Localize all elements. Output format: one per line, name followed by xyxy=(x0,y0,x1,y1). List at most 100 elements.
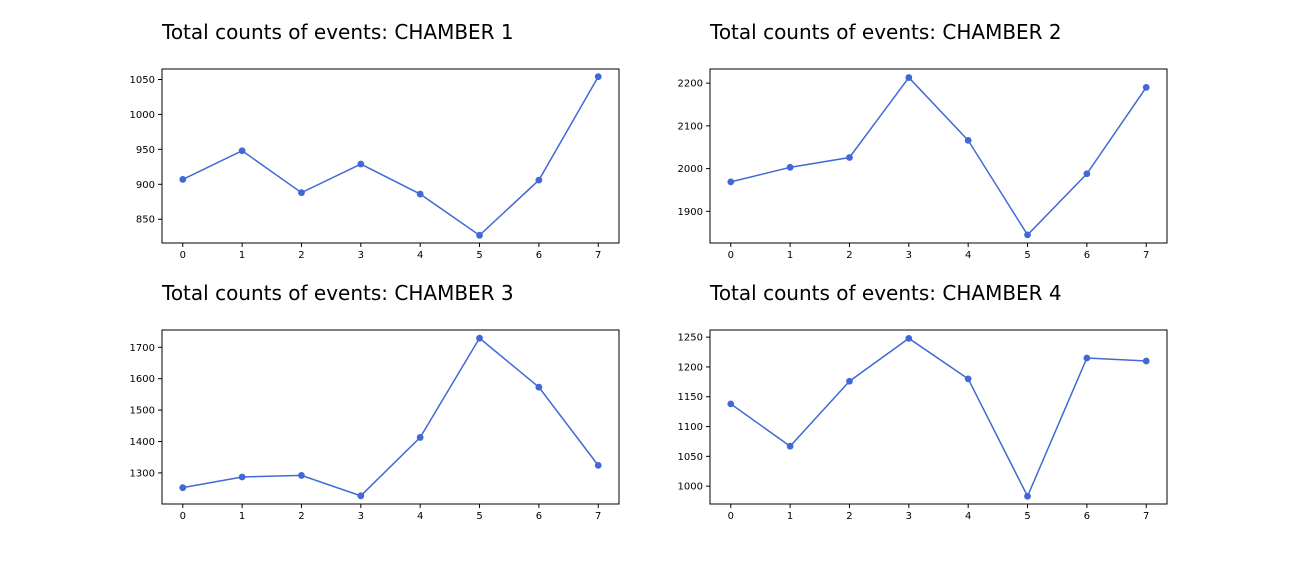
x-tick-label: 3 xyxy=(358,511,364,522)
data-point xyxy=(727,178,735,186)
chart-panel-1: Total counts of events: CHAMBER 1 0 1 2 3 4 5 6… xyxy=(130,20,620,261)
x-tick-label: 6 xyxy=(536,511,542,522)
data-point xyxy=(357,492,365,500)
chart-title: Total counts of events: CHAMBER 3 xyxy=(161,281,514,305)
x-tick-label: 6 xyxy=(536,250,542,261)
data-point xyxy=(238,473,246,481)
series-line xyxy=(182,76,599,237)
x-tick-label: 7 xyxy=(595,250,601,261)
x-tick-label: 7 xyxy=(1143,250,1149,261)
y-tick-label: 2000 xyxy=(678,164,703,175)
x-tick-label: 5 xyxy=(1024,250,1030,261)
x-tick-label: 4 xyxy=(965,511,971,522)
data-point xyxy=(905,74,913,81)
series-line xyxy=(730,76,1147,237)
chart-panel-4: Total counts of events: CHAMBER 4 0 1 2 3 4 5 6… xyxy=(678,281,1168,522)
x-tick-label: 0 xyxy=(728,250,734,261)
plot-frame xyxy=(161,68,620,244)
x-tick-label: 1 xyxy=(787,511,793,522)
y-tick-label: 1000 xyxy=(678,482,703,493)
x-tick-label: 1 xyxy=(787,250,793,261)
data-point xyxy=(905,334,913,342)
plot-frame xyxy=(709,68,1168,244)
y-tick-label: 1050 xyxy=(678,452,703,463)
x-tick-label: 1 xyxy=(239,250,245,261)
data-point xyxy=(964,136,972,144)
chart-title: Total counts of events: CHAMBER 4 xyxy=(709,281,1062,305)
x-tick-label: 2 xyxy=(846,511,852,522)
y-tick-label: 1900 xyxy=(678,207,703,218)
data-point xyxy=(1083,354,1091,362)
y-tick-label: 2100 xyxy=(678,121,703,132)
x-tick-label: 1 xyxy=(239,511,245,522)
x-tick-label: 3 xyxy=(358,250,364,261)
y-tick-label: 1250 xyxy=(678,333,703,344)
data-point xyxy=(846,154,853,161)
y-tick-label: 1600 xyxy=(130,374,155,385)
chart-panel-2: Total counts of events: CHAMBER 2 0 1 2 3 4 5 6… xyxy=(678,20,1168,261)
y-tick-label: 950 xyxy=(136,145,155,156)
x-tick-label: 6 xyxy=(1084,250,1090,261)
chart-panel-3: Total counts of events: CHAMBER 3 0 1 2 3 4 5 6… xyxy=(130,281,620,522)
x-tick-label: 3 xyxy=(906,250,912,261)
y-tick-label: 2200 xyxy=(678,79,703,90)
data-point xyxy=(1142,357,1150,365)
data-point xyxy=(298,472,305,479)
x-tick-label: 3 xyxy=(906,511,912,522)
x-tick-label: 7 xyxy=(595,511,601,522)
y-tick-label: 1150 xyxy=(678,392,703,403)
y-tick-label: 1200 xyxy=(678,362,703,373)
data-point xyxy=(535,176,543,184)
x-tick-label: 4 xyxy=(965,250,971,261)
data-point xyxy=(1024,231,1031,239)
data-point xyxy=(179,484,187,492)
x-tick-label: 7 xyxy=(1143,511,1149,522)
data-point xyxy=(786,163,794,171)
x-tick-label: 0 xyxy=(180,250,186,261)
x-tick-label: 4 xyxy=(417,250,423,261)
plot-frame xyxy=(161,329,620,505)
y-tick-label: 1700 xyxy=(130,343,155,354)
data-point xyxy=(1083,170,1091,178)
x-tick-label: 2 xyxy=(846,250,852,261)
data-point xyxy=(594,461,602,469)
data-point xyxy=(476,231,483,239)
series-line xyxy=(730,337,1147,499)
x-tick-label: 2 xyxy=(298,511,304,522)
chart-title: Total counts of events: CHAMBER 1 xyxy=(161,20,514,44)
x-tick-label: 5 xyxy=(476,250,482,261)
data-point xyxy=(786,442,794,450)
data-point xyxy=(179,176,187,183)
y-tick-label: 1000 xyxy=(130,110,155,121)
data-point xyxy=(964,375,972,383)
y-tick-label: 1300 xyxy=(130,468,155,479)
data-point xyxy=(727,400,735,408)
x-tick-label: 6 xyxy=(1084,511,1090,522)
y-tick-label: 850 xyxy=(136,215,155,226)
data-point xyxy=(416,190,424,198)
x-tick-label: 0 xyxy=(728,511,734,522)
data-point xyxy=(594,73,602,81)
x-tick-label: 0 xyxy=(180,511,186,522)
data-point xyxy=(476,334,483,342)
x-tick-label: 2 xyxy=(298,250,304,261)
series-line xyxy=(182,337,599,497)
data-point xyxy=(238,147,246,155)
data-point xyxy=(298,189,305,197)
x-tick-label: 5 xyxy=(476,511,482,522)
y-tick-label: 1400 xyxy=(130,437,155,448)
x-tick-label: 5 xyxy=(1024,511,1030,522)
data-point xyxy=(357,160,365,168)
y-tick-label: 900 xyxy=(136,180,155,191)
data-point xyxy=(535,383,543,391)
y-tick-label: 1500 xyxy=(130,406,155,417)
y-tick-label: 1100 xyxy=(678,422,703,433)
data-point xyxy=(846,377,853,385)
data-point xyxy=(1024,492,1031,500)
data-point xyxy=(1142,83,1150,91)
y-tick-label: 1050 xyxy=(130,75,155,86)
plot-frame xyxy=(709,329,1168,505)
data-point xyxy=(416,434,424,441)
chart-title: Total counts of events: CHAMBER 2 xyxy=(709,20,1062,44)
